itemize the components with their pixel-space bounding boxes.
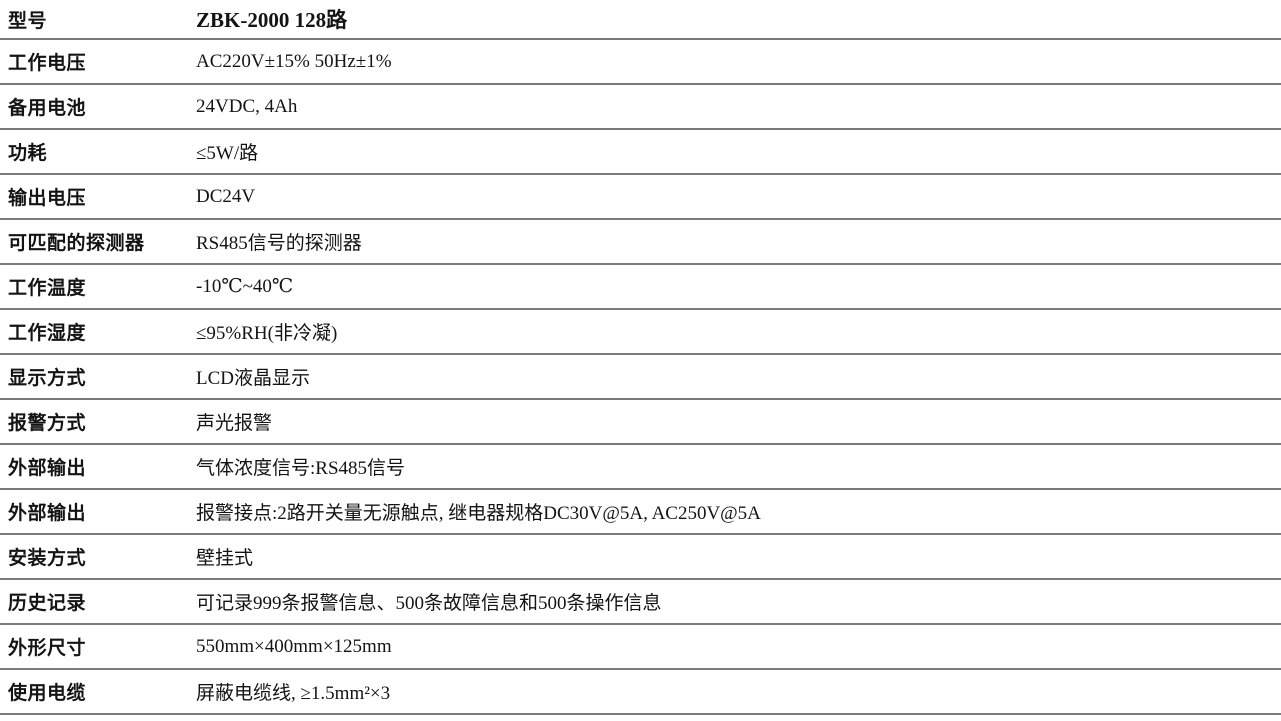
spec-label: 备用电池 <box>8 98 87 119</box>
spec-value: 屏蔽电缆线, ≥1.5mm²×3 <box>196 683 391 704</box>
spec-label: 工作湿度 <box>8 323 87 344</box>
table-row: 备用电池 24VDC, 4Ah <box>0 85 1281 130</box>
spec-value: -10℃~40℃ <box>196 276 294 297</box>
spec-value: LCD液晶显示 <box>196 368 311 389</box>
spec-label: 外形尺寸 <box>8 638 87 659</box>
table-row: 功耗 ≤5W/路 <box>0 130 1281 175</box>
spec-label: 历史记录 <box>8 593 87 614</box>
spec-value: AC220V±15% 50Hz±1% <box>196 50 392 72</box>
table-row: 输出电压 DC24V <box>0 175 1281 220</box>
spec-label: 外部输出 <box>8 458 87 479</box>
spec-value: 气体浓度信号:RS485信号 <box>196 458 406 479</box>
spec-value: 声光报警 <box>196 413 273 434</box>
spec-value: 550mm×400mm×125mm <box>196 635 392 657</box>
spec-value: 报警接点:2路开关量无源触点, 继电器规格DC30V@5A, AC250V@5A <box>196 503 761 524</box>
table-row: 外部输出 报警接点:2路开关量无源触点, 继电器规格DC30V@5A, AC25… <box>0 490 1281 535</box>
table-row: 外部输出 气体浓度信号:RS485信号 <box>0 445 1281 490</box>
spec-label: 工作温度 <box>8 278 87 299</box>
spec-label: 安装方式 <box>8 548 87 569</box>
spec-label: 显示方式 <box>8 368 87 389</box>
table-row: 报警方式 声光报警 <box>0 400 1281 445</box>
table-row: 型号 ZBK-2000 128路 <box>0 0 1281 40</box>
spec-value: ≤95%RH(非冷凝) <box>196 323 338 344</box>
spec-label: 可匹配的探测器 <box>8 233 145 254</box>
spec-value: DC24V <box>196 185 256 207</box>
spec-value: 壁挂式 <box>196 548 254 569</box>
table-row: 工作电压 AC220V±15% 50Hz±1% <box>0 40 1281 85</box>
table-row: 历史记录 可记录999条报警信息、500条故障信息和500条操作信息 <box>0 580 1281 625</box>
spec-value: ZBK-2000 128路 <box>196 8 348 32</box>
table-row: 显示方式 LCD液晶显示 <box>0 355 1281 400</box>
spec-value: 24VDC, 4Ah <box>196 95 298 117</box>
spec-label: 型号 <box>8 10 48 32</box>
table-row: 安装方式 壁挂式 <box>0 535 1281 580</box>
spec-value: 可记录999条报警信息、500条故障信息和500条操作信息 <box>196 593 662 614</box>
table-row: 工作温度 -10℃~40℃ <box>0 265 1281 310</box>
spec-label: 工作电压 <box>8 53 87 74</box>
spec-label: 输出电压 <box>8 188 87 209</box>
spec-label: 外部输出 <box>8 503 87 524</box>
spec-value: RS485信号的探测器 <box>196 233 362 254</box>
spec-label: 使用电缆 <box>8 683 87 704</box>
spec-label: 功耗 <box>8 143 48 164</box>
table-row: 可匹配的探测器 RS485信号的探测器 <box>0 220 1281 265</box>
table-row: 外形尺寸 550mm×400mm×125mm <box>0 625 1281 670</box>
table-row: 工作湿度 ≤95%RH(非冷凝) <box>0 310 1281 355</box>
spec-label: 报警方式 <box>8 413 87 434</box>
table-row: 使用电缆 屏蔽电缆线, ≥1.5mm²×3 <box>0 670 1281 715</box>
spec-value: ≤5W/路 <box>196 143 259 164</box>
